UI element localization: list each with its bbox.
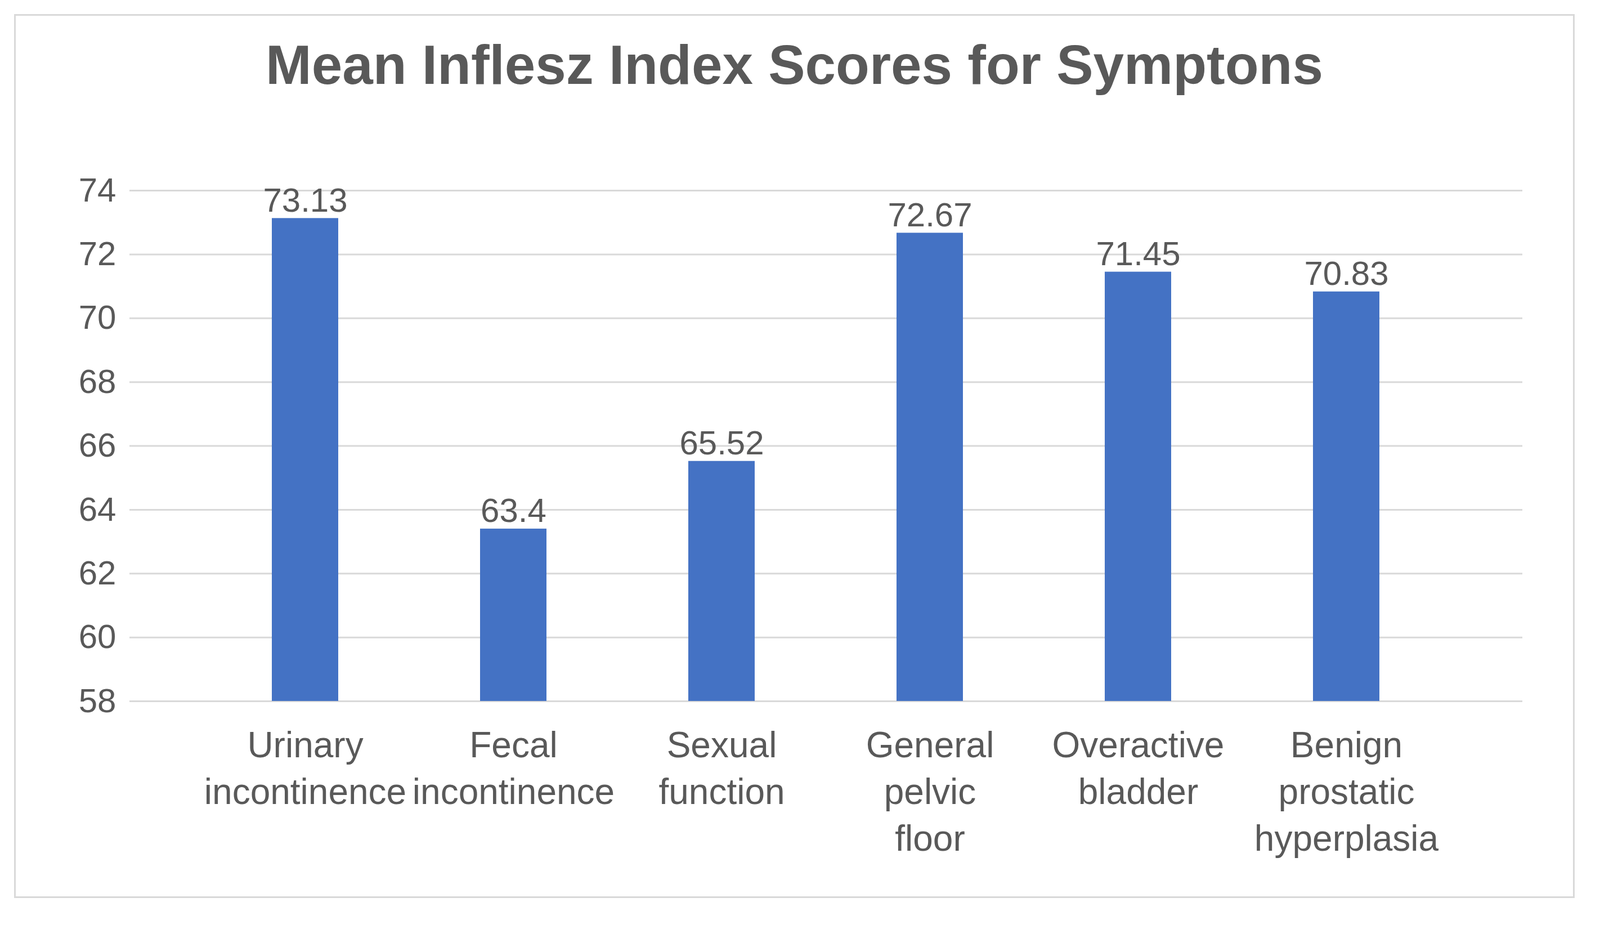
svg-text:Generalpelvicfloor: Generalpelvicfloor — [866, 724, 995, 859]
svg-text:73.13: 73.13 — [262, 181, 348, 219]
svg-text:Urinaryincontinence: Urinaryincontinence — [204, 724, 407, 812]
svg-text:Sexualfunction: Sexualfunction — [658, 724, 785, 812]
html-text:Mean Inflesz Index Scores for: Mean Inflesz Index Scores for Symptons — [265, 33, 1324, 96]
svg-text:72.67: 72.67 — [887, 195, 972, 234]
svg-text:Overactivebladder: Overactivebladder — [1052, 724, 1225, 812]
svg-text:Benignprostatichyperplasia: Benignprostatichyperplasia — [1254, 724, 1440, 859]
svg-text:65.52: 65.52 — [679, 423, 764, 462]
svg-text:72: 72 — [78, 234, 117, 273]
svg-text:64: 64 — [78, 490, 117, 528]
svg-text:58: 58 — [78, 681, 117, 720]
svg-text:Fecalincontinence: Fecalincontinence — [412, 724, 615, 812]
svg-text:71.45: 71.45 — [1095, 234, 1181, 273]
svg-text:68: 68 — [78, 362, 117, 401]
svg-text:63.4: 63.4 — [480, 491, 547, 530]
svg-text:74: 74 — [78, 171, 117, 209]
svg-text:70: 70 — [78, 298, 117, 336]
svg-text:62: 62 — [78, 553, 117, 592]
svg-text:66: 66 — [78, 426, 117, 464]
svg-text:60: 60 — [78, 617, 117, 656]
svg-text:70.83: 70.83 — [1303, 254, 1389, 293]
